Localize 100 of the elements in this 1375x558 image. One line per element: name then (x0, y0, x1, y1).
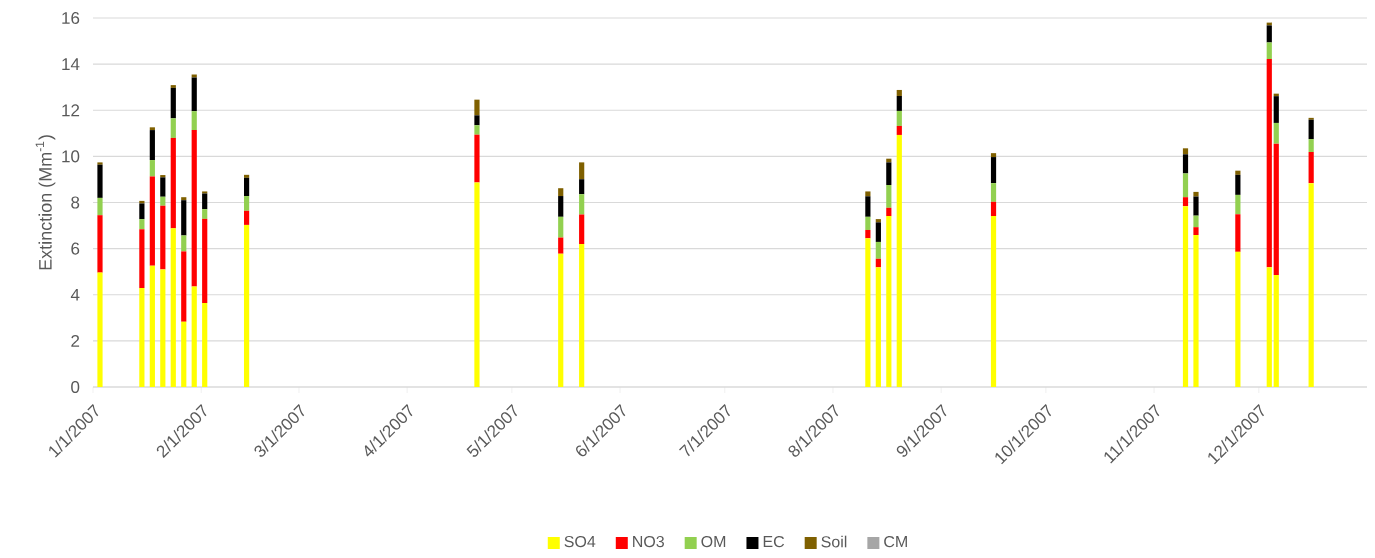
bar (97, 272, 103, 387)
bar (202, 193, 208, 210)
bar (886, 162, 892, 185)
bar (243, 195, 250, 211)
bar (886, 207, 892, 216)
bar (1266, 58, 1272, 268)
bar (1235, 251, 1241, 387)
bar (865, 196, 871, 217)
bar (1193, 196, 1199, 216)
bar (160, 196, 166, 206)
bar (1193, 234, 1199, 387)
bar (579, 162, 585, 180)
bar (1273, 122, 1279, 144)
y-tick-label: 0 (71, 380, 80, 393)
bar (1182, 173, 1189, 198)
bar (579, 214, 585, 244)
bar (97, 215, 103, 273)
bar (1266, 25, 1272, 43)
bar (1235, 194, 1241, 215)
bar (160, 177, 166, 197)
bar (170, 84, 176, 88)
bar (149, 127, 155, 130)
bar (896, 89, 902, 96)
bar (149, 159, 155, 177)
bar (202, 218, 208, 303)
bar (896, 125, 902, 135)
y-tick-label: 6 (71, 242, 80, 255)
bar (558, 253, 564, 387)
bar (1273, 96, 1279, 123)
bar (1308, 119, 1314, 139)
bar (1273, 274, 1279, 387)
bar (202, 209, 208, 219)
bar (1273, 143, 1279, 275)
bar (558, 188, 564, 196)
bar (160, 269, 166, 387)
bar (474, 182, 480, 387)
bar (202, 191, 208, 194)
y-tick-label: 10 (62, 150, 80, 163)
bar (170, 118, 176, 138)
bar (886, 215, 892, 387)
legend-label: EC (763, 535, 785, 548)
bar (1193, 191, 1199, 197)
bar (1266, 42, 1272, 59)
bar (191, 286, 197, 387)
bar (243, 210, 250, 225)
bar (97, 164, 103, 198)
legend-label: Soil (821, 535, 847, 548)
bar (202, 302, 208, 387)
bar (181, 200, 187, 236)
y-tick-label: 2 (71, 334, 80, 347)
bar (896, 110, 902, 126)
bar (896, 95, 902, 111)
bar (865, 238, 871, 387)
bar (139, 287, 145, 387)
bar (474, 125, 480, 135)
bar (1182, 206, 1189, 387)
bar (181, 251, 187, 322)
bar (1235, 174, 1241, 195)
bar (865, 216, 871, 230)
bar (191, 111, 197, 130)
bar (875, 241, 881, 259)
bar (474, 99, 480, 116)
bar (558, 195, 564, 217)
bar (170, 87, 176, 119)
y-tick-label: 4 (70, 288, 80, 301)
bar (1308, 151, 1314, 183)
bar (149, 176, 155, 266)
bar (1182, 154, 1189, 174)
bar (865, 229, 871, 239)
bar (558, 216, 564, 238)
legend-label: NO3 (633, 535, 664, 548)
bar (474, 115, 480, 126)
bar (1235, 170, 1241, 175)
bar (1266, 267, 1272, 387)
legend-label: SO4 (564, 535, 596, 548)
bar (886, 184, 892, 208)
bar (149, 129, 155, 160)
bar (875, 258, 881, 268)
bar (243, 177, 250, 196)
bar (160, 205, 166, 270)
bar (191, 129, 197, 287)
bar (1193, 215, 1199, 228)
y-tick-label: 12 (62, 104, 80, 117)
legend-label: CM (884, 535, 907, 548)
y-tick-label: 8 (71, 196, 80, 209)
bar (170, 137, 176, 229)
bar (1193, 227, 1199, 235)
bar (181, 321, 187, 387)
bar (896, 134, 902, 387)
bar (558, 237, 564, 254)
bar (1235, 214, 1241, 252)
bar (990, 156, 997, 183)
bar (1308, 138, 1314, 152)
bar (1182, 197, 1189, 207)
legend-label: OM (701, 535, 726, 548)
bar (865, 191, 871, 197)
bar (990, 215, 997, 387)
bar (579, 243, 585, 387)
bar (181, 197, 187, 201)
bar (875, 222, 881, 242)
